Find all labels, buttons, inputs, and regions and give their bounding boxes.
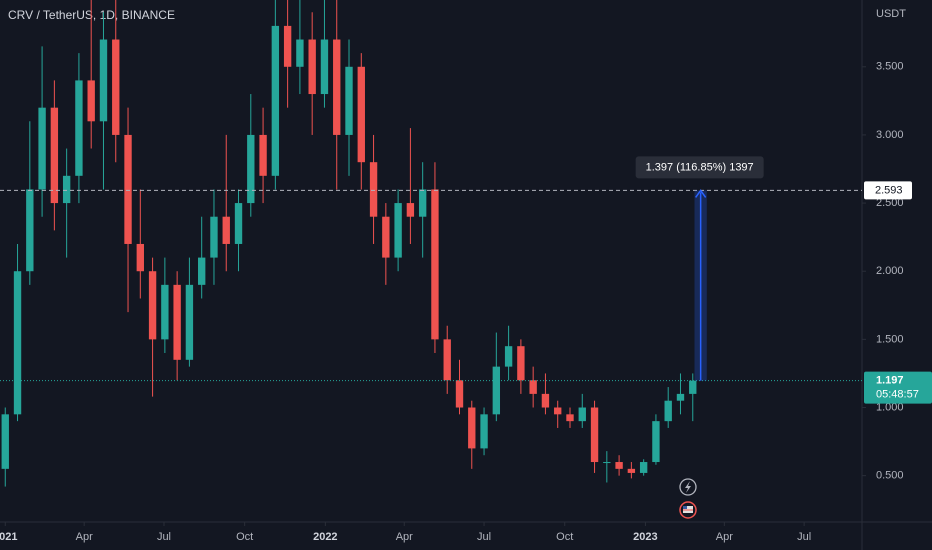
x-tick-label: Jul [797,531,811,543]
candle-body [615,462,623,469]
y-tick-label: 3.000 [876,129,904,141]
x-tick-label: 2022 [313,531,337,543]
candle-body [455,380,464,408]
candle-body [517,346,525,381]
candle-body [62,175,71,204]
candle-body [504,346,513,367]
candle-body [639,462,648,473]
candle-body [529,380,537,394]
y-tick-label: 2.000 [876,265,904,277]
y-tick-label: 1.500 [876,333,904,345]
candle-body [541,393,550,408]
candle-body [664,400,672,422]
candle-body [87,80,95,122]
y-tick-label: 2.500 [876,197,904,209]
candle-body [566,414,574,422]
candle-body [185,284,194,360]
candle-body [627,468,636,473]
candle-body [554,407,562,415]
candle-body [38,107,46,190]
candle-body [320,39,329,95]
countdown-label: 05:48:57 [876,389,919,401]
candle-body [210,216,218,258]
candle-body [676,393,685,401]
current-price-tag [864,371,932,404]
candle-body [468,407,476,449]
candle-body [345,66,353,135]
candle-body [173,284,181,360]
candle-body [148,271,157,340]
candle-body [418,189,427,217]
measure-label: 1.397 (116.85%) 1397 [646,161,754,173]
measure-label-box [635,156,764,179]
candle-body [357,66,365,163]
x-tick-label: Jul [157,531,171,543]
y-tick-label: 0.500 [876,470,904,482]
candle-body [50,107,59,204]
y-tick-label: 1.000 [876,401,904,413]
candle-body [198,257,206,285]
event-flag-icon[interactable] [679,501,697,519]
candle-body [443,339,451,381]
x-tick-label: 2021 [0,531,18,543]
y-tick-label: 3.500 [876,61,904,73]
candle-body [234,203,243,244]
lightning-icon[interactable] [679,478,697,496]
candle-body [603,462,611,464]
x-tick-label: Apr [76,531,93,543]
candle-body [492,366,501,415]
candle-body [271,25,280,176]
candle-body [283,25,292,67]
candle-body [161,284,169,340]
candle-body [308,39,316,95]
candle-body [431,189,439,340]
candle-body [75,80,83,176]
candle-body [124,134,132,244]
target-price-tag [864,181,912,200]
target-price-label: 2.593 [875,184,903,196]
candle-body [578,407,586,422]
measure-arrowhead [695,189,707,198]
candle-body [13,271,22,415]
x-tick-label: Oct [236,531,253,543]
x-tick-label: Oct [556,531,573,543]
axis-unit: USDT [876,8,906,20]
candle-body [136,243,144,272]
candle-body [1,414,9,469]
current-price-label: 1.197 [876,375,904,387]
candle-body [369,162,378,217]
candle-body [382,216,390,258]
candle-body [99,39,108,122]
candle-body [689,380,697,394]
candle-body [222,216,230,244]
candle-body [652,421,660,463]
candle-body [112,39,120,135]
x-tick-label: Apr [716,531,733,543]
candle-body [26,189,34,272]
candle-body [406,203,415,217]
candle-body [247,134,255,204]
x-tick-label: Jul [477,531,491,543]
x-tick-label: Apr [396,531,413,543]
candle-body [394,203,402,258]
candle-body [590,407,599,463]
x-tick-label: 2023 [633,531,657,543]
candle-body [480,414,488,449]
candle-body [333,39,341,135]
candle-body [259,134,267,176]
candle-body [296,39,304,67]
